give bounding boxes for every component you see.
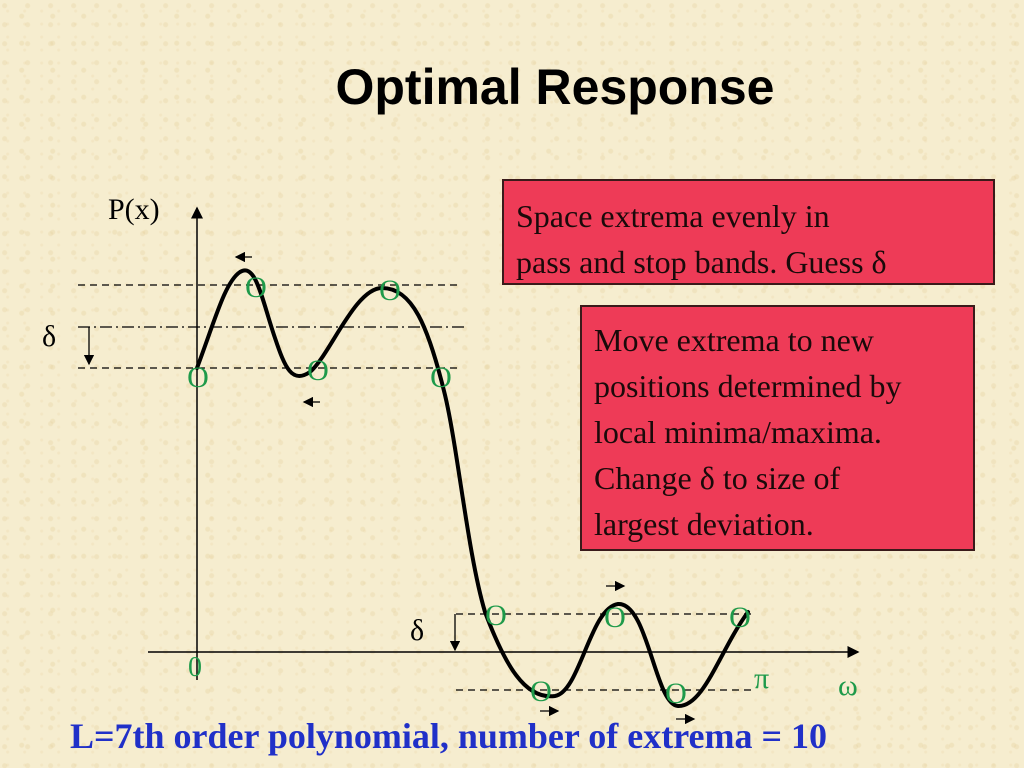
extremum-marker: O [430, 361, 452, 394]
extremum-marker: O [530, 675, 552, 708]
extremum-marker: O [485, 599, 507, 632]
omega-label: ω [838, 669, 858, 702]
y-axis-label: P(x) [108, 193, 160, 226]
extremum-marker: O [604, 601, 626, 634]
origin-label: 0 [188, 652, 202, 683]
note-line: pass and stop bands. Guess δ [516, 244, 887, 280]
note-box-move-extrema: Move extrema to new positions determined… [580, 305, 975, 551]
note-box-space-extrema: Space extrema evenly in pass and stop ba… [502, 179, 995, 285]
extremum-marker: O [245, 271, 267, 304]
extremum-marker: O [665, 677, 687, 710]
note-line: Move extrema to new [594, 322, 874, 358]
extrema-markers: O O O O O O O O O O [187, 271, 751, 710]
extremum-marker: O [307, 354, 329, 387]
extremum-marker: O [187, 361, 209, 394]
extremum-marker: O [729, 601, 751, 634]
delta-pass-label: δ [42, 320, 56, 353]
extremum-marker: O [379, 274, 401, 307]
delta-stop-label: δ [410, 614, 424, 647]
response-curve [195, 268, 750, 709]
note-line: Space extrema evenly in [516, 198, 830, 234]
note-line: local minima/maxima. [594, 414, 882, 450]
slide-title: Optimal Response [335, 59, 775, 115]
note-line: largest deviation. [594, 506, 814, 542]
caption: L=7th order polynomial, number of extrem… [70, 716, 828, 756]
note-line: positions determined by [594, 368, 902, 404]
pi-label: π [754, 662, 769, 695]
note-line: Change δ to size of [594, 460, 841, 496]
